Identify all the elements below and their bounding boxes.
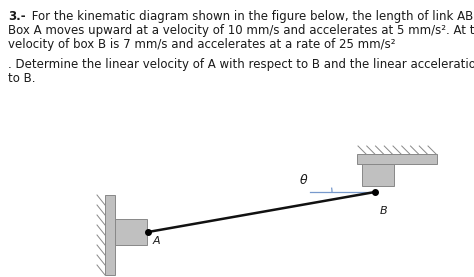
Text: $\theta$: $\theta$: [299, 173, 308, 187]
Text: For the kinematic diagram shown in the figure below, the length of link AB is 10: For the kinematic diagram shown in the f…: [28, 10, 474, 23]
Bar: [362, 164, 394, 186]
Bar: [357, 154, 437, 164]
Text: 3.-: 3.-: [8, 10, 26, 23]
Text: Box A moves upward at a velocity of 10 mm/s and accelerates at 5 mm/s². At the s: Box A moves upward at a velocity of 10 m…: [8, 24, 474, 37]
Bar: [105, 195, 115, 275]
Text: velocity of box B is 7 mm/s and accelerates at a rate of 25 mm/s²: velocity of box B is 7 mm/s and accelera…: [8, 38, 395, 51]
Text: to B.: to B.: [8, 72, 36, 85]
Bar: [115, 219, 147, 245]
Text: B: B: [380, 206, 388, 216]
Text: A: A: [153, 236, 161, 246]
Text: . Determine the linear velocity of A with respect to B and the linear accelerati: . Determine the linear velocity of A wit…: [8, 58, 474, 71]
